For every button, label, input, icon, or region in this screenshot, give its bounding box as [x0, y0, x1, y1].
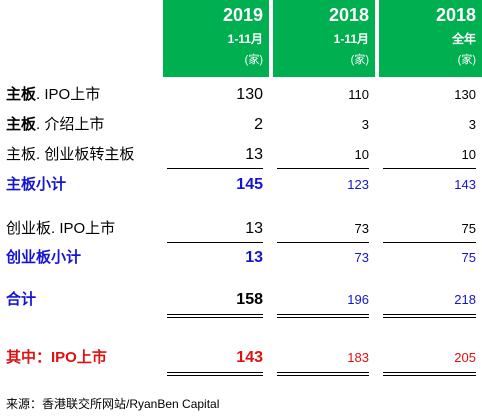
header-2018-ytd: 2018 1-11月 (家) [273, 0, 375, 77]
header-unit: (家) [457, 54, 476, 66]
header-2019-ytd: 2019 1-11月 (家) [163, 0, 269, 77]
value-2019-ytd: 2 [254, 116, 263, 133]
value-2019-ytd: 143 [236, 349, 263, 366]
row-label: 主板. 创业板转主板 [6, 146, 135, 163]
header-unit: (家) [350, 54, 369, 66]
total-double-rule [167, 314, 263, 318]
table-row-gem-ipo: 创业板. IPO上市 13 73 75 [0, 216, 482, 242]
row-label: 合计 [6, 291, 37, 308]
header-period: 1-11月 [333, 32, 369, 46]
header-period: 全年 [451, 32, 476, 46]
table-row-main-transfer: 主板. 创业板转主板 13 10 10 [0, 142, 482, 168]
sum-rule [167, 242, 263, 243]
header-year: 2018 [435, 5, 476, 25]
table-row-main-subtotal: 主板小计 145 123 143 [0, 172, 482, 198]
row-label: 创业板小计 [6, 249, 82, 266]
value-2018-ytd: 10 [354, 147, 369, 162]
total-double-rule [277, 314, 369, 318]
table-row-main-ipo: 主板. IPO上市 130 110 130 [0, 82, 482, 108]
value-2018-full: 205 [454, 350, 476, 365]
value-2019-ytd: 158 [236, 291, 263, 308]
table-row-gem-subtotal: 创业板小计 13 73 75 [0, 245, 482, 271]
value-2018-ytd: 123 [347, 177, 369, 192]
sum-rule [383, 168, 476, 169]
value-2018-full: 130 [454, 87, 476, 102]
value-2018-full: 10 [461, 147, 476, 162]
sum-rule [277, 168, 369, 169]
table-row-total: 合计 158 196 218 [0, 287, 482, 313]
value-2018-full: 143 [454, 177, 476, 192]
row-label: 创业板. IPO上市 [6, 220, 116, 237]
value-2019-ytd: 13 [245, 220, 263, 237]
value-2018-full: 3 [468, 117, 476, 132]
value-2018-ytd: 110 [348, 87, 369, 102]
header-year: 2019 [222, 5, 263, 25]
total-double-rule [167, 372, 263, 376]
value-2019-ytd: 130 [236, 86, 263, 103]
value-2019-ytd: 145 [236, 176, 263, 193]
row-label: 主板小计 [6, 176, 67, 193]
header-period: 1-11月 [227, 32, 263, 46]
value-2018-ytd: 73 [354, 221, 369, 236]
sum-rule [383, 242, 476, 243]
total-double-rule [277, 372, 369, 376]
sum-rule [277, 242, 369, 243]
total-double-rule [383, 314, 476, 318]
value-2018-ytd: 183 [347, 350, 369, 365]
sum-rule [167, 168, 263, 169]
value-2018-ytd: 3 [361, 117, 369, 132]
source-note: 来源：香港联交所网站/RyanBen Capital [6, 397, 220, 411]
value-2018-full: 75 [461, 221, 476, 236]
row-label: 主板. 介绍上市 [6, 116, 105, 133]
value-2018-ytd: 73 [354, 250, 369, 265]
row-label: 其中：IPO上市 [6, 349, 107, 366]
value-2018-ytd: 196 [347, 292, 369, 307]
header-year: 2018 [328, 5, 369, 25]
total-double-rule [383, 372, 476, 376]
value-2018-full: 75 [461, 250, 476, 265]
table-row-main-intro: 主板. 介绍上市 2 3 3 [0, 112, 482, 138]
header-2018-full: 2018 全年 (家) [379, 0, 482, 77]
value-2019-ytd: 13 [245, 249, 263, 266]
value-2018-full: 218 [454, 292, 476, 307]
header-unit: (家) [244, 54, 263, 66]
row-label: 主板. IPO上市 [6, 86, 101, 103]
value-2019-ytd: 13 [245, 146, 263, 163]
table-row-ipo-total: 其中：IPO上市 143 183 205 [0, 345, 482, 371]
